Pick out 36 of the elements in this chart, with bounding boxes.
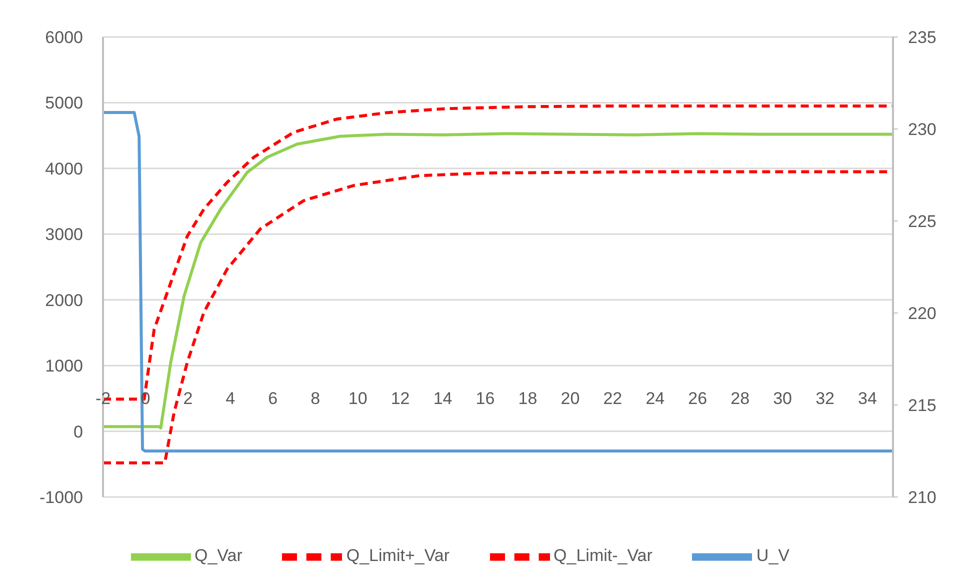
x-tick-label: 22 <box>603 388 622 408</box>
y2-tick-label: 235 <box>908 28 936 48</box>
x-tick-label: 20 <box>560 388 580 408</box>
y2-tick-label: 225 <box>908 212 936 232</box>
legend-label: Q_Limit+_Var <box>346 546 450 566</box>
y2-tick-label: 215 <box>908 396 936 416</box>
y2-tick-label: 210 <box>908 488 936 508</box>
legend-label: Q_Var <box>194 546 242 566</box>
y-tick-label: -1000 <box>40 488 83 508</box>
x-tick-label: 34 <box>858 388 877 408</box>
x-tick-label: 8 <box>310 388 320 408</box>
y-tick-label: 6000 <box>45 28 83 48</box>
x-tick-label: 30 <box>773 388 792 408</box>
x-tick-label: 10 <box>348 388 368 408</box>
x-tick-label: 6 <box>268 388 278 408</box>
x-tick-label: 12 <box>390 388 410 408</box>
legend-label: Q_Limit-_Var <box>554 546 652 566</box>
y-tick-label: 4000 <box>45 159 83 178</box>
y2-tick-label: 220 <box>908 304 936 324</box>
x-tick-label: 26 <box>688 388 708 408</box>
x-tick-label: 18 <box>518 388 538 408</box>
y-tick-label: 1000 <box>45 356 83 376</box>
x-tick-label: 4 <box>226 388 236 408</box>
y-tick-label: 5000 <box>45 94 83 113</box>
y2-tick-label: 230 <box>908 120 936 140</box>
y-tick-label: 3000 <box>45 225 83 244</box>
y-tick-label: 0 <box>74 422 83 442</box>
y-tick-label: 2000 <box>45 290 83 310</box>
x-tick-label: 2 <box>183 388 193 408</box>
x-tick-label: 32 <box>816 388 835 408</box>
x-tick-label: 14 <box>433 388 452 408</box>
x-tick-label: 24 <box>646 388 665 408</box>
x-tick-label: 16 <box>476 388 495 408</box>
x-tick-label: -2 <box>95 388 111 408</box>
x-tick-label: 28 <box>730 388 750 408</box>
legend-label: U_V <box>756 546 790 566</box>
